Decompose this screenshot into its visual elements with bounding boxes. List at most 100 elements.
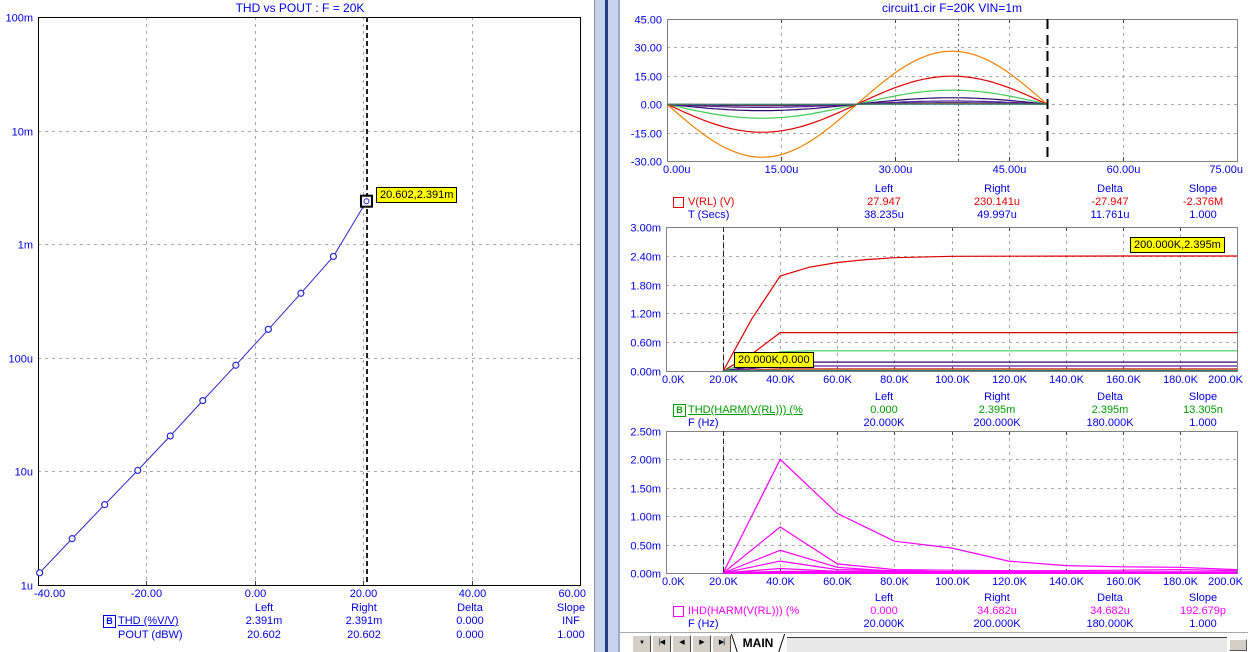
- x-axis-tick-label: 20.0K: [709, 576, 738, 588]
- x-axis-tick-label: 60.0K: [823, 576, 852, 588]
- legend-value: 200.000K: [973, 618, 1021, 630]
- x-axis-tick-label: 80.0K: [880, 576, 909, 588]
- y-axis-tick-label: -15.00: [631, 129, 662, 141]
- legend-expression-label[interactable]: POUT (dBW): [118, 629, 183, 641]
- waveform-swatch-icon[interactable]: [673, 606, 684, 617]
- first-tab-button[interactable]: |◀: [652, 635, 671, 652]
- chart-title: circuit1.cir F=20K VIN=1m: [882, 1, 1022, 15]
- legend-row: Left Right Delta Slope: [620, 592, 1248, 605]
- y-axis-tick-label: 0.60m: [630, 338, 661, 350]
- y-axis-tick-label: 2.40m: [630, 252, 661, 264]
- series-line: [722, 526, 1238, 574]
- legend-value: 20.602: [347, 629, 381, 641]
- left-plot-window: -40.00 -20.00 0.00 20.00 40.00 60.00 100m 10m 1m…: [0, 0, 594, 652]
- legend-header: Delta: [1097, 183, 1123, 195]
- x-axis-tick-label: 60.00: [558, 588, 586, 600]
- legend-value: INF: [562, 615, 580, 627]
- y-axis-tick-label: 2.00m: [630, 455, 661, 467]
- legend-row: T (Secs) 38.235u 49.997u 11.761u 1.000: [620, 209, 1248, 222]
- prev-tab-button[interactable]: ◀: [672, 635, 691, 652]
- legend-value: 34.682u: [977, 605, 1017, 617]
- legend-row: F (Hz) 20.000K 200.000K 180.000K 1.000: [620, 618, 1248, 631]
- window-frame-strip: [595, 0, 605, 652]
- right-plot-window: 0.00u 15.00u 30.00u 45.00u 60.00u 75.00u 45.00…: [620, 0, 1248, 652]
- cursor-point-marker[interactable]: [359, 194, 373, 208]
- legend-value: 1.000: [1189, 209, 1217, 221]
- legend-row: B THD (%V/V) 2.391m 2.391m 0.000 INF: [0, 615, 594, 628]
- legend-expression-label[interactable]: IHD(HARM(V(RL))) (%: [688, 605, 800, 617]
- legend-value: 1.000: [557, 629, 585, 641]
- x-axis-tick-label: 60.00u: [1107, 164, 1141, 176]
- x-axis-tick-label: -20.00: [131, 588, 162, 600]
- y-axis-tick-label: 1m: [18, 240, 33, 252]
- x-axis-tick-label: 20.0K: [709, 374, 738, 386]
- x-axis-tick-label: 180.0K: [1163, 374, 1199, 386]
- y-axis-tick-label: 15.00: [634, 72, 662, 84]
- y-axis-tick-label: 2.50m: [630, 427, 661, 439]
- legend-row: POUT (dBW) 20.602 20.602 0.000 1.000: [0, 629, 594, 642]
- y-axis-tick-label: 10u: [15, 467, 33, 479]
- legend-value: 38.235u: [864, 209, 904, 221]
- tab-strip-filler: [787, 637, 1227, 652]
- horizontal-scrollbar-stub[interactable]: [1229, 639, 1247, 651]
- legend-header: Slope: [556, 602, 586, 614]
- y-axis-tick-label: 0.00m: [630, 569, 661, 581]
- legend-expression-label[interactable]: THD(HARM(V(RL))) (%: [688, 404, 803, 416]
- legend-value: 20.000K: [863, 417, 905, 429]
- circuit1-charts-canvas[interactable]: 0.00u 15.00u 30.00u 45.00u 60.00u 75.00u 45.00…: [620, 0, 1248, 632]
- last-tab-button[interactable]: ▶|: [712, 635, 731, 652]
- legend-expression-label[interactable]: T (Secs): [688, 209, 730, 221]
- series-line: [723, 369, 1237, 372]
- legend-expression-label[interactable]: V(RL) (V): [688, 196, 735, 208]
- x-axis-tick-label: 140.0K: [1049, 576, 1085, 588]
- legend-expression-label[interactable]: F (Hz): [688, 618, 719, 630]
- x-axis-tick-label: 60.0K: [823, 374, 852, 386]
- y-axis-tick-label: 0.00m: [630, 367, 661, 379]
- x-axis-tick-label: 140.0K: [1049, 374, 1085, 386]
- legend-value: 2.391m: [345, 615, 383, 627]
- y-axis-tick-label: 1.00m: [630, 512, 661, 524]
- waveform-swatch-icon[interactable]: [673, 197, 684, 208]
- legend-value: 0.000: [456, 615, 484, 627]
- x-axis-tick-label: 0.00: [245, 588, 266, 600]
- x-axis-tick-label: 80.0K: [880, 374, 909, 386]
- legend-header: Delta: [457, 602, 483, 614]
- legend-value: 180.000K: [1086, 417, 1134, 429]
- y-axis-tick-label: -30.00: [631, 157, 662, 169]
- window-frame-strip: [608, 0, 618, 652]
- legend-header: Right: [984, 183, 1010, 195]
- x-axis-tick-label: 45.00u: [993, 164, 1027, 176]
- legend-expression-label[interactable]: F (Hz): [688, 417, 719, 429]
- next-tab-button[interactable]: ▶: [692, 635, 711, 652]
- x-axis-tick-label: 30.00u: [879, 164, 913, 176]
- legend-value: 180.000K: [1086, 618, 1134, 630]
- cursor-tooltip-thd-left: 20.000K,0.000: [734, 352, 814, 368]
- legend-row: Left Right Delta Slope: [620, 391, 1248, 404]
- legend-value: 34.682u: [1090, 605, 1130, 617]
- y-axis-tick-label: 45.00: [634, 15, 662, 27]
- tab-edge-left-icon: [730, 634, 739, 652]
- x-axis-tick-label: 200.0K: [1208, 374, 1244, 386]
- left-window-border: [594, 0, 595, 652]
- legend-value: 0.000: [870, 404, 898, 416]
- legend-value: 2.391m: [245, 615, 283, 627]
- legend-value: 20.602: [247, 629, 281, 641]
- x-axis-tick-label: 100.0K: [935, 576, 971, 588]
- y-axis-tick-label: 0.00: [641, 100, 662, 112]
- legend-value: 27.947: [867, 196, 901, 208]
- tab-main[interactable]: MAIN: [730, 634, 786, 652]
- legend-expression-label[interactable]: THD (%V/V): [118, 615, 179, 627]
- x-axis-tick-label: 75.00u: [1209, 164, 1243, 176]
- legend-header: Delta: [1097, 391, 1123, 403]
- tab-menu-button[interactable]: ▼: [632, 635, 651, 652]
- legend-value: 11.761u: [1090, 209, 1130, 221]
- legend-header: Slope: [1188, 592, 1218, 604]
- branch-swatch-icon[interactable]: B: [103, 615, 116, 628]
- branch-swatch-icon[interactable]: B: [673, 404, 686, 417]
- y-axis-tick-label: 1.20m: [630, 309, 661, 321]
- legend-value: -2.376M: [1182, 196, 1224, 208]
- thd-vs-pout-chart-canvas[interactable]: -40.00 -20.00 0.00 20.00 40.00 60.00 100m 10m 1m…: [0, 0, 594, 652]
- x-axis-tick-label: 180.0K: [1163, 576, 1199, 588]
- legend-value: 0.000: [456, 629, 484, 641]
- legend-header: Delta: [1097, 592, 1123, 604]
